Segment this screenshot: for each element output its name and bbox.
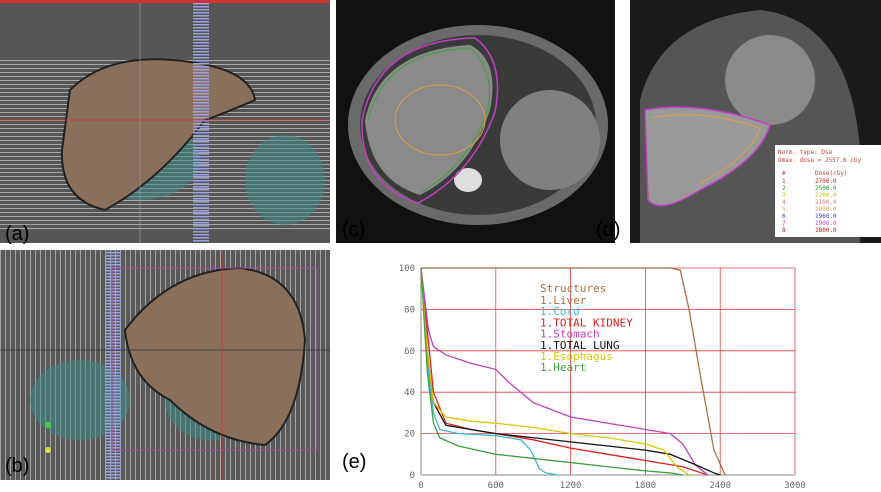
head-dose: Dose(cGy) <box>815 170 848 177</box>
panel-label: (d) <box>596 219 620 241</box>
y-tick-label: 100 <box>399 264 415 274</box>
dose-table: Norm. type: Dse Omax. dose = 2557.6 cGy … <box>778 149 861 234</box>
dvh-line <box>420 267 690 476</box>
x-tick-label: 3000 <box>784 481 806 491</box>
panel-a-image <box>0 0 330 243</box>
row-dose: 1800.0 <box>815 227 837 234</box>
legend-entry: 1.Esophagus <box>540 350 613 363</box>
y-tick-label: 60 <box>404 347 415 357</box>
panel-label: (b) <box>5 455 29 477</box>
row-dose: 2100.0 <box>815 199 837 206</box>
x-tick-label: 600 <box>488 481 504 491</box>
panel-label: (e) <box>342 451 366 473</box>
row-dose: 1900.0 <box>815 220 837 227</box>
y-tick-label: 40 <box>404 388 415 398</box>
y-tick-label: 0 <box>410 471 415 481</box>
dvh-line <box>420 267 708 476</box>
legend-entry: 1.TOTAL LUNG <box>540 339 619 352</box>
legend-entry: 1.Heart <box>540 361 586 374</box>
head-n: # <box>782 170 786 177</box>
dvh-line <box>420 267 721 476</box>
x-tick-label: 1800 <box>635 481 657 491</box>
panel-label: (c) <box>342 219 365 241</box>
row-dose: 2500.0 <box>815 185 837 192</box>
legend-entry: 1.Stomach <box>540 328 600 341</box>
row-dose: 2200.0 <box>815 192 837 199</box>
panel-c-image <box>336 0 615 243</box>
row-n: 5 <box>782 206 786 213</box>
row-dose: 2000.0 <box>815 206 837 213</box>
dvh-line <box>420 267 683 476</box>
panel-d-image <box>630 0 881 243</box>
legend-title: Structures <box>540 282 606 295</box>
row-dose: 1960.0 <box>815 213 837 220</box>
panel-b-image <box>0 250 330 480</box>
panel-label: (a) <box>5 223 29 245</box>
row-n: 1 <box>782 178 786 185</box>
norm-text: Norm. type: Dse <box>778 149 833 156</box>
row-dose: 2700.0 <box>815 178 837 185</box>
row-n: 8 <box>782 227 786 234</box>
x-tick-label: 1200 <box>560 481 582 491</box>
x-tick-label: 0 <box>418 481 423 491</box>
dvh-line <box>421 267 726 476</box>
x-tick-label: 2400 <box>709 481 731 491</box>
row-n: 7 <box>782 220 786 227</box>
max-text: Omax. dose = 2557.6 cGy <box>778 157 861 164</box>
y-tick-label: 20 <box>404 430 415 440</box>
row-n: 2 <box>782 185 786 192</box>
row-n: 6 <box>782 213 786 220</box>
legend-entry: 1.Liver <box>540 294 587 307</box>
dvh-chart: 0 20 40 60 80 100 0 600 1200 1800 2400 3000 Structur… <box>399 264 806 491</box>
row-n: 3 <box>782 192 786 199</box>
dvh-line <box>420 267 709 476</box>
row-n: 4 <box>782 199 786 206</box>
y-tick-label: 80 <box>404 305 415 315</box>
legend-entry: 1.Cord <box>540 305 580 318</box>
legend-entry: 1.TOTAL KIDNEY <box>540 316 633 329</box>
